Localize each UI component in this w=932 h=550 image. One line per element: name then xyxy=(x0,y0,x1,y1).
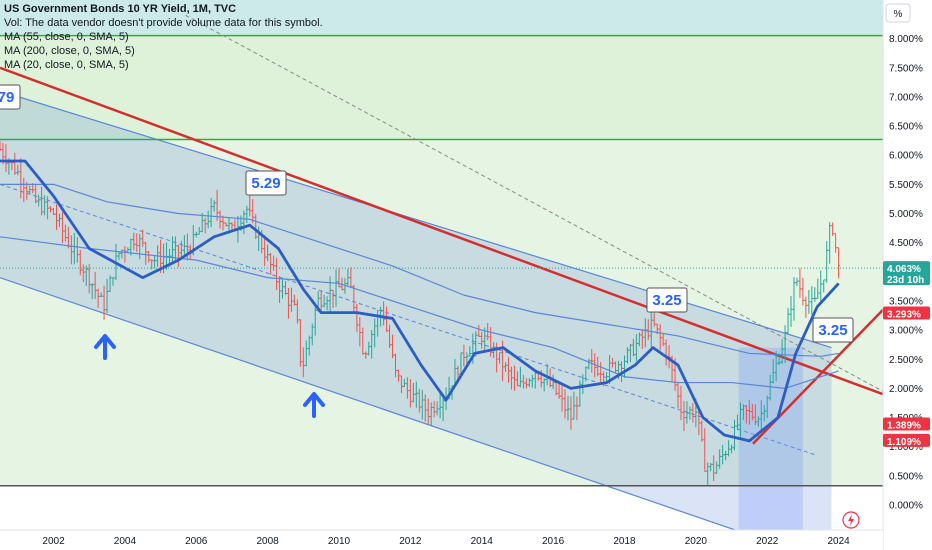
y-tick-label: 2.000% xyxy=(889,384,923,395)
y-tick-label: 7.000% xyxy=(889,92,923,103)
level-a-tag-bg xyxy=(883,417,930,431)
y-tick-label: 0.000% xyxy=(889,501,923,512)
y-tick-label: 5.000% xyxy=(889,209,923,220)
y-tick-label: 3.500% xyxy=(889,296,923,307)
x-tick-label: 2008 xyxy=(257,536,280,547)
last-price-tag-bg xyxy=(883,261,930,286)
x-tick-label: 2004 xyxy=(114,536,137,547)
x-axis-panel xyxy=(0,530,883,550)
y-tick-label: 6.000% xyxy=(889,151,923,162)
level-b-tag-bg xyxy=(883,433,930,447)
x-tick-label: 2024 xyxy=(827,536,850,547)
x-tick-label: 2006 xyxy=(185,536,208,547)
x-tick-label: 2016 xyxy=(542,536,565,547)
x-tick-label: 2020 xyxy=(685,536,708,547)
band-bottom xyxy=(0,485,883,530)
legend-title: US Government Bonds 10 YR Yield, 1M, TVC xyxy=(4,3,237,15)
y-tick-label: 5.500% xyxy=(889,180,923,191)
trendline-level-tag-bg xyxy=(883,306,930,320)
legend-ma-200[interactable]: MA (200, close, 0, SMA, 5) xyxy=(4,45,135,57)
chart-legend: US Government Bonds 10 YR Yield, 1M, TVC… xyxy=(4,2,323,72)
y-tick-label: 0.500% xyxy=(889,471,923,482)
level-a-tag: 1.389% xyxy=(887,421,921,432)
x-tick-label: 2018 xyxy=(613,536,636,547)
x-tick-label: 2014 xyxy=(471,536,494,547)
badge-peak-2007-box[interactable] xyxy=(245,170,287,196)
x-tick-label: 2010 xyxy=(328,536,351,547)
x-tick-label: 2012 xyxy=(399,536,422,547)
legend-ma-55[interactable]: MA (55, close, 0, SMA, 5) xyxy=(4,31,129,43)
band-top xyxy=(0,0,883,36)
ma-20-line[interactable] xyxy=(0,159,840,443)
last-price-tag: 4.063% xyxy=(887,264,921,275)
badge-peak-2007: 5.29 xyxy=(251,175,280,192)
ma-200-line[interactable] xyxy=(0,236,839,389)
unit-button[interactable] xyxy=(885,3,911,23)
band-middle xyxy=(0,139,883,486)
y-tick-label: 2.500% xyxy=(889,355,923,366)
y-tick-label: 8.000% xyxy=(889,34,923,45)
channel-fill xyxy=(0,91,832,532)
trendline-level-tag: 3.293% xyxy=(887,310,921,321)
y-tick-label: 3.000% xyxy=(889,326,923,337)
ma-55-line[interactable] xyxy=(0,183,839,357)
y-tick-label: 6.500% xyxy=(889,122,923,133)
level-b-tag: 1.109% xyxy=(887,437,921,448)
legend-ma-20[interactable]: MA (20, close, 0, SMA, 5) xyxy=(4,59,129,71)
y-tick-label: 7.500% xyxy=(889,63,923,74)
channel-lower-line[interactable] xyxy=(0,277,739,532)
badge-level-2023-box[interactable] xyxy=(812,317,854,343)
badge-left-cut-box[interactable] xyxy=(0,84,21,110)
lightning-icon xyxy=(848,514,854,526)
up-arrow-2009[interactable] xyxy=(303,392,325,418)
y-tick-label: 1.000% xyxy=(889,442,923,453)
badge-level-2023: 3.25 xyxy=(818,322,847,339)
legend-vol-note: Vol: The data vendor doesn't provide vol… xyxy=(4,17,323,29)
channel-upper-line[interactable] xyxy=(0,90,832,349)
badge-peak-2018: 3.25 xyxy=(652,292,681,309)
dashed-diagonal[interactable] xyxy=(185,14,884,392)
badge-peak-2018-box[interactable] xyxy=(646,287,688,313)
y-tick-label: 4.500% xyxy=(889,238,923,249)
x-tick-label: 2002 xyxy=(42,536,65,547)
up-arrow-2003[interactable] xyxy=(94,334,116,360)
projection-block xyxy=(738,347,803,530)
x-tick-label: 2022 xyxy=(756,536,779,547)
trendline-down[interactable] xyxy=(0,66,884,396)
badge-left-cut: 79 xyxy=(0,89,14,106)
unit-label: % xyxy=(894,9,903,20)
last-price-tag-line2: 23d 10h xyxy=(887,275,924,286)
